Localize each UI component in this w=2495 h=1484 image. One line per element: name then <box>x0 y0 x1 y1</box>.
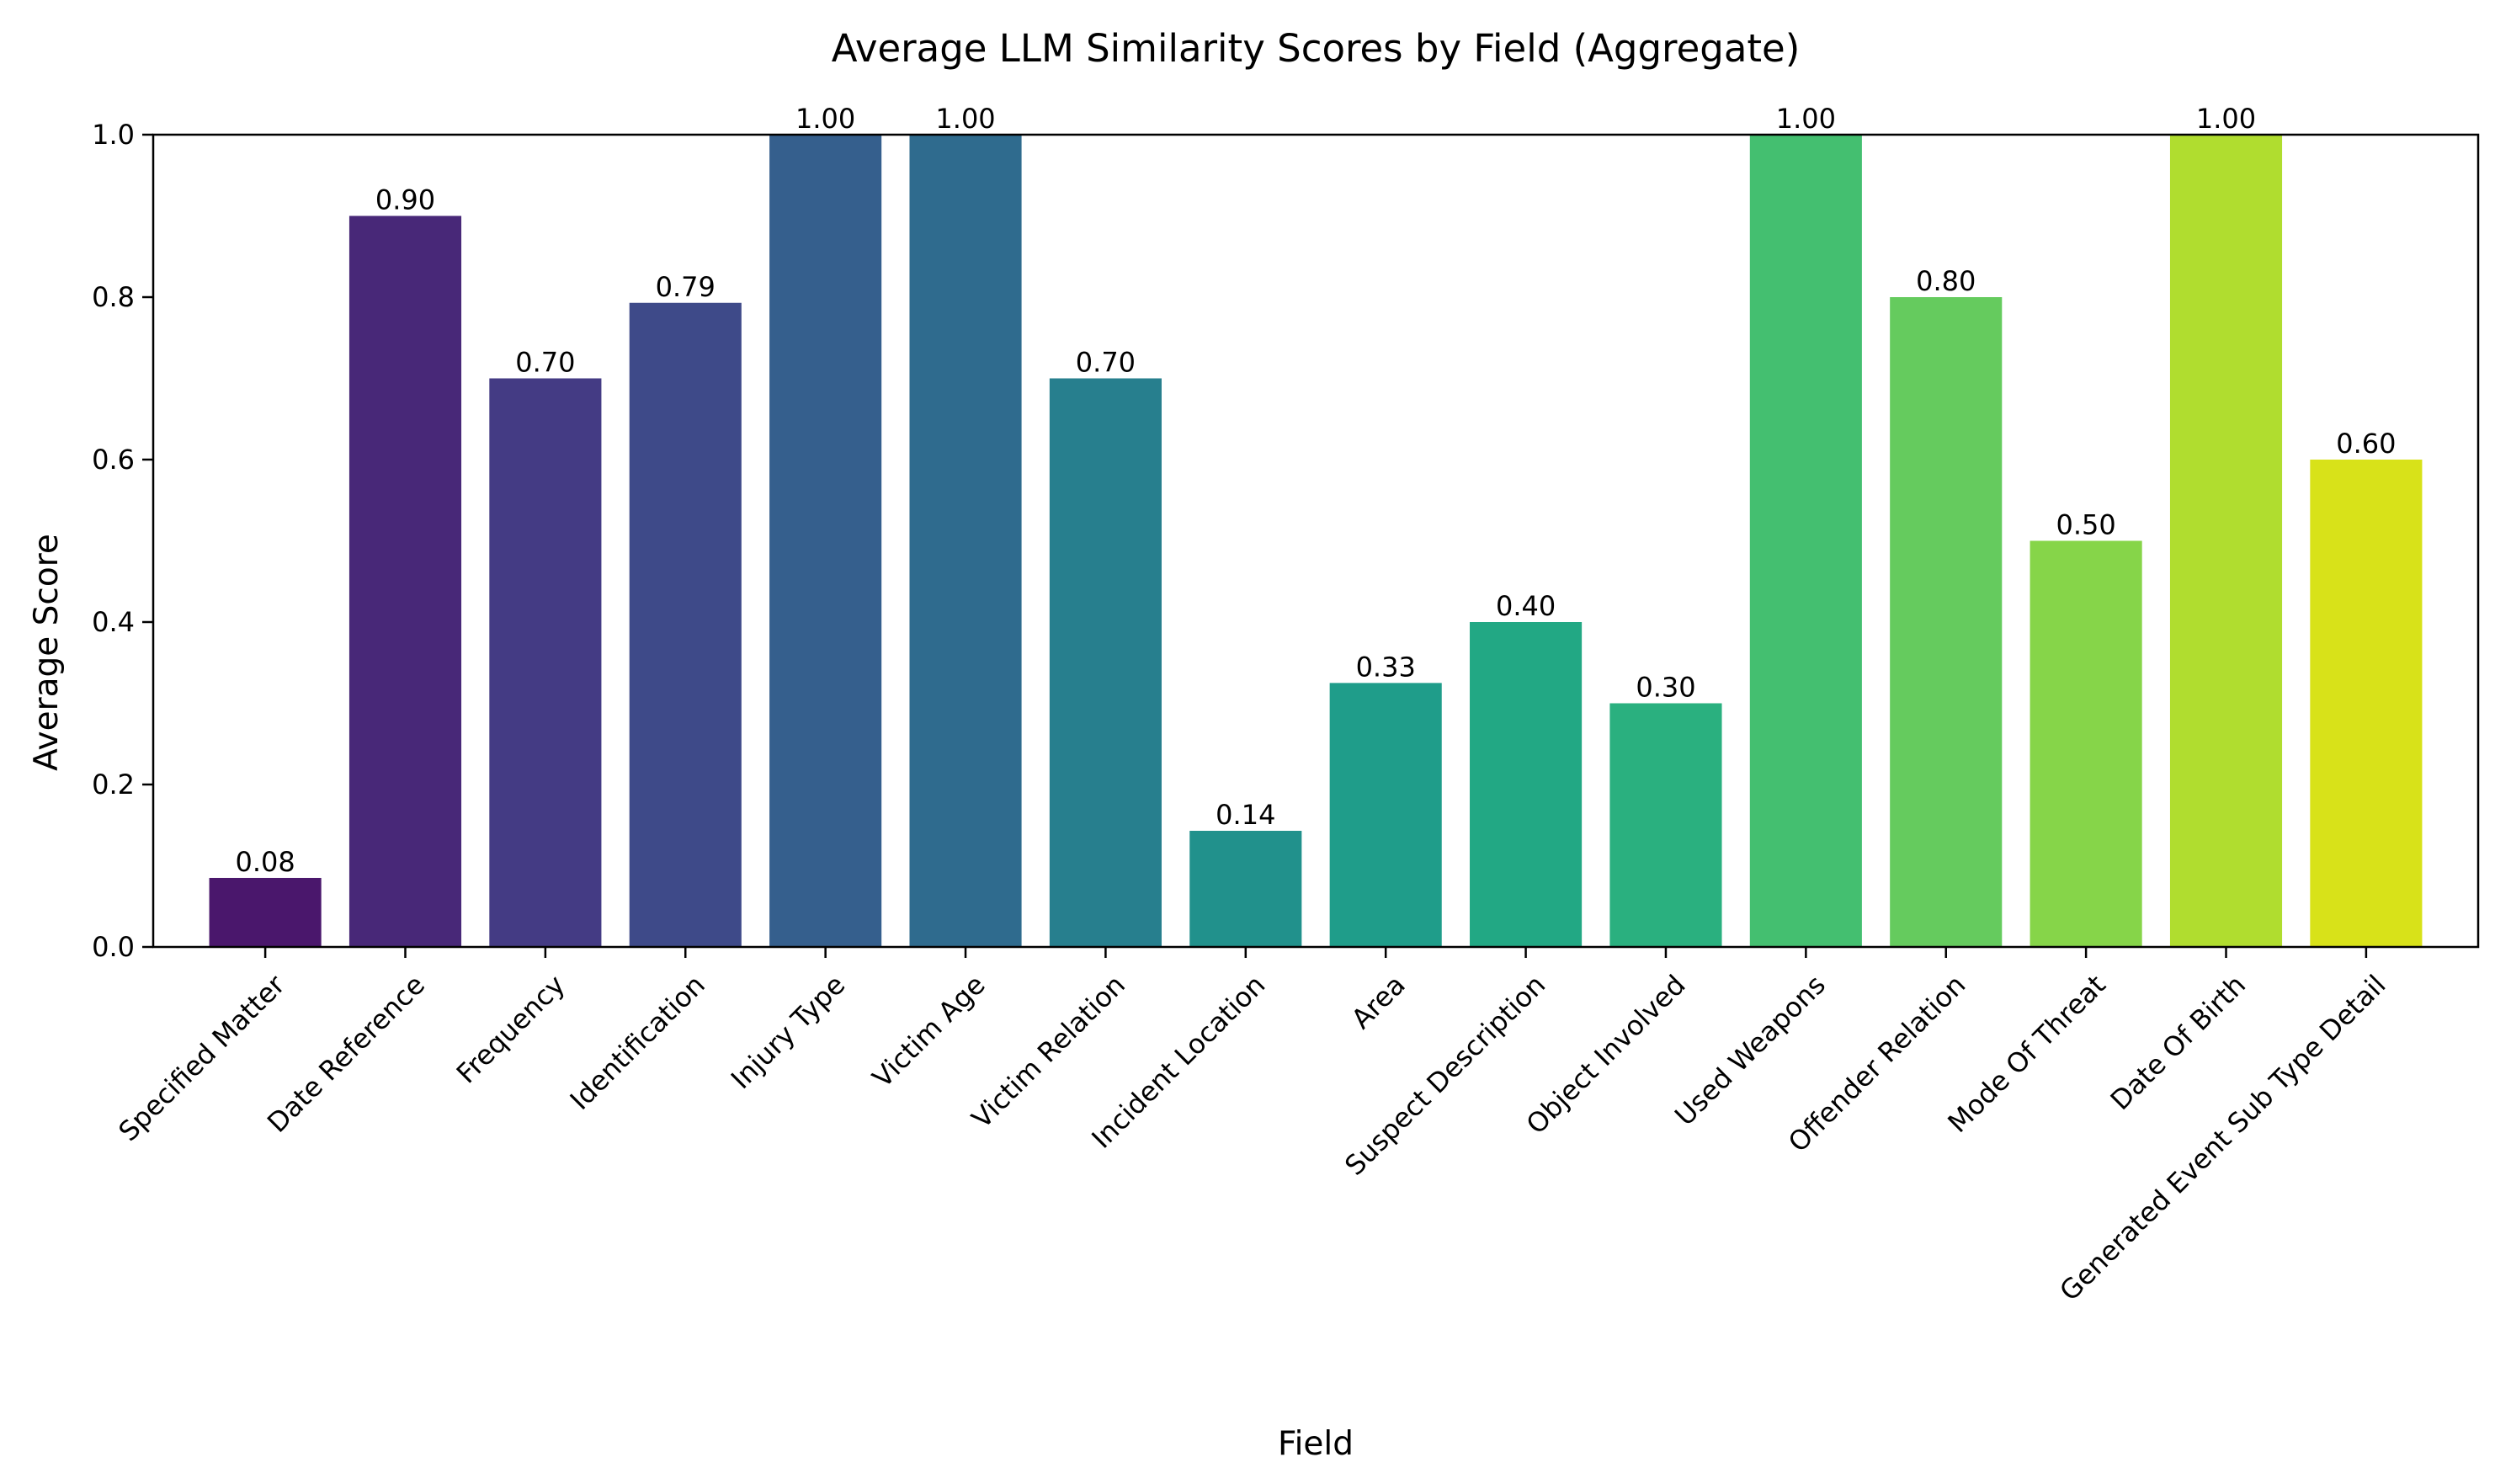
bar-value-label: 1.00 <box>2196 103 2256 135</box>
bar-value-label: 0.79 <box>656 271 716 303</box>
y-tick-label: 0.6 <box>92 444 135 476</box>
bar-value-label: 0.40 <box>1496 590 1556 622</box>
plot-frame <box>152 133 2480 949</box>
bar <box>2310 460 2423 947</box>
bar <box>2169 135 2283 947</box>
bar <box>1049 378 1162 947</box>
bar-value-label: 0.80 <box>1916 265 1976 297</box>
bar-value-label: 0.50 <box>2056 509 2115 541</box>
bar <box>1749 135 1862 947</box>
y-tick-label: 0.8 <box>92 281 135 313</box>
bar <box>1890 297 2003 947</box>
bar-value-label: 1.00 <box>935 103 995 135</box>
x-tick-label: Date Of Birth <box>2104 969 2252 1116</box>
chart-title: Average LLM Similarity Scores by Field (… <box>832 26 1801 71</box>
bar <box>1329 683 1442 947</box>
bar-value-label: 0.70 <box>1076 347 1136 379</box>
y-axis-label: Average Score <box>28 534 66 771</box>
bar <box>209 877 322 947</box>
x-tick-label: Injury Type <box>725 969 851 1095</box>
bar-labels-group: 0.08 0.90 0.70 0.79 1.00 1.00 0.70 0.14 0.33 0.40… <box>235 103 2396 878</box>
bar <box>2030 540 2142 947</box>
y-axis: 0.0 0.2 0.4 0.6 0.8 1.0 <box>92 119 153 963</box>
bar-value-label: 0.30 <box>1636 672 1695 704</box>
bar-value-label: 0.70 <box>515 347 575 379</box>
bar <box>1609 703 1722 947</box>
y-tick-label: 0.4 <box>92 606 135 638</box>
bar-value-label: 0.60 <box>2336 428 2396 460</box>
x-tick-label: Frequency <box>450 969 572 1090</box>
bar <box>769 135 882 947</box>
x-tick-label: Identification <box>564 969 711 1116</box>
bar-value-label: 1.00 <box>795 103 855 135</box>
bar-value-label: 0.33 <box>1356 651 1416 683</box>
bar-value-label: 1.00 <box>1776 103 1836 135</box>
x-tick-label: Used Weapons <box>1668 969 1832 1132</box>
y-tick-label: 0.0 <box>92 931 135 963</box>
bar-value-label: 0.14 <box>1216 799 1275 831</box>
x-tick-label: Victim Relation <box>966 969 1131 1135</box>
bar <box>348 215 462 947</box>
y-tick-label: 0.2 <box>92 769 135 801</box>
bar <box>1470 622 1583 947</box>
bars-group <box>209 135 2423 947</box>
bar <box>489 378 602 947</box>
bar <box>629 302 742 947</box>
x-tick-label: Victim Age <box>866 969 992 1094</box>
bar-value-label: 0.08 <box>235 846 295 878</box>
x-axis-label: Field <box>1278 1425 1354 1463</box>
bar <box>909 135 1022 947</box>
y-tick-label: 1.0 <box>92 119 135 151</box>
x-tick-label: Area <box>1345 969 1412 1035</box>
bar-value-label: 0.90 <box>375 184 435 216</box>
bar <box>1189 831 1302 947</box>
